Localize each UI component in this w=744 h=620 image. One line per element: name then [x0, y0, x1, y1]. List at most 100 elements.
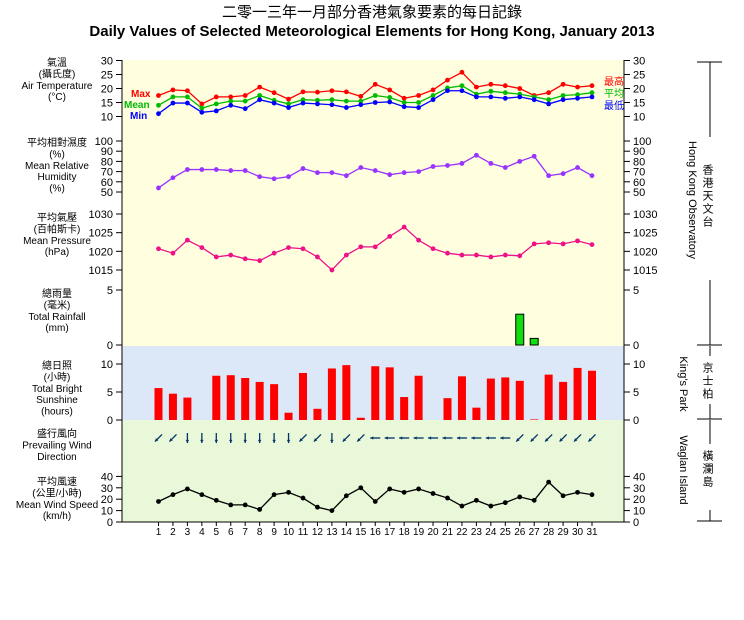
x-tick-label: 1 — [156, 527, 162, 538]
humidity-point — [185, 167, 190, 172]
label-wspd: 平均風速 — [37, 476, 77, 488]
wind-speed-point — [474, 497, 479, 503]
wind-direction-arrow — [200, 433, 204, 443]
x-tick-label: 21 — [442, 527, 454, 538]
x-tick-label: 20 — [427, 527, 439, 538]
rainfall-bar — [529, 337, 539, 346]
temp-max-point — [300, 89, 306, 95]
y-tick-label-left: 30 — [101, 56, 113, 68]
wind-speed-point — [170, 492, 176, 498]
pressure-point — [199, 245, 205, 251]
wind-speed-point — [257, 507, 263, 512]
wind-arrow-head — [330, 439, 334, 443]
humidity-point — [372, 168, 378, 173]
x-tick-label: 25 — [500, 527, 512, 538]
humidity-point — [257, 174, 263, 180]
wind-arrow-head — [530, 438, 535, 442]
y-tick-label-right: 1030 — [633, 209, 657, 221]
x-tick-label: 14 — [341, 527, 353, 538]
pressure-point — [286, 245, 291, 251]
pressure-point — [315, 254, 320, 260]
y-tick-label-right: 5 — [633, 285, 639, 297]
temp-max-point — [329, 88, 335, 94]
y-tick-label-left: 80 — [101, 156, 113, 168]
temp-max-point — [358, 93, 364, 99]
wind-arrow-head — [413, 436, 417, 440]
temp-min-point — [300, 100, 306, 106]
sunshine-bar — [284, 412, 293, 420]
wind-arrow-head — [243, 439, 247, 443]
wind-arrow-head — [214, 439, 218, 443]
y-tick-label-left: 15 — [101, 98, 113, 110]
sunshine-bar — [486, 378, 495, 420]
humidity-point — [517, 159, 523, 164]
temp-mean-point — [560, 93, 566, 98]
wind-direction-arrow — [330, 433, 334, 443]
y-tick-label-right: 1015 — [633, 265, 657, 277]
temp-mean-point — [170, 94, 176, 100]
temp-min-point — [401, 104, 407, 110]
y-tick-label-right: 0 — [633, 340, 639, 352]
legend-mean-zh: 平均 — [604, 88, 624, 100]
y-tick-label-right: 15 — [633, 98, 645, 110]
temp-mean-point — [358, 98, 364, 104]
temp-mean-point — [315, 97, 320, 103]
wi-panel-bg — [122, 420, 624, 522]
temp-max-point — [242, 93, 248, 98]
temp-min-point — [286, 105, 291, 110]
pressure-point — [170, 250, 176, 256]
pressure-point — [445, 250, 450, 256]
temp-min-point — [416, 105, 421, 110]
temp-min-point — [242, 106, 248, 112]
temp-mean-point — [242, 98, 248, 104]
sunshine-bar — [313, 408, 322, 420]
y-tick-label-left: 0 — [107, 340, 113, 352]
label-rain: (mm) — [45, 323, 68, 334]
temp-mean-point — [185, 94, 190, 100]
temp-mean-point — [546, 97, 552, 103]
pressure-point — [271, 250, 277, 256]
y-tick-label-left: 60 — [101, 177, 113, 189]
temp-min-point — [430, 97, 436, 103]
wind-direction-arrow — [299, 434, 307, 442]
label-pres: Mean Pressure — [23, 236, 91, 247]
x-tick-label: 7 — [242, 527, 248, 538]
sunshine-bar — [588, 370, 596, 420]
pressure-point — [546, 240, 552, 246]
station-hko-zh: 香港天文台 — [701, 164, 714, 229]
x-tick-label: 17 — [384, 527, 396, 538]
wind-direction-arrow — [272, 433, 276, 443]
x-tick-label: 18 — [399, 527, 411, 538]
y-tick-label-left: 10 — [101, 112, 113, 124]
wind-speed-point — [488, 503, 494, 509]
wind-speed-point — [401, 489, 407, 495]
y-tick-label-right: 10 — [633, 506, 645, 518]
wind-speed-point — [185, 486, 190, 492]
x-tick-label: 13 — [326, 527, 338, 538]
temp-max-point — [286, 96, 291, 102]
wind-speed-point — [358, 485, 364, 491]
temp-mean-point — [488, 88, 494, 94]
pressure-point — [300, 246, 306, 252]
humidity-point — [213, 167, 219, 172]
wind-direction-arrow — [573, 434, 582, 442]
x-tick-label: 22 — [456, 527, 468, 538]
temp-min-point — [315, 101, 320, 107]
y-tick-label-right: 70 — [633, 167, 645, 179]
wind-speed-point — [372, 499, 378, 504]
temp-min-point — [575, 95, 580, 101]
sunshine-bar — [255, 381, 264, 420]
x-tick-label: 6 — [228, 527, 234, 538]
temp-max-point — [430, 87, 436, 93]
label-rain: (毫米) — [44, 298, 71, 311]
x-tick-label: 11 — [298, 527, 309, 538]
x-tick-label: 15 — [355, 527, 367, 538]
wind-speed-point — [199, 492, 205, 498]
temp-min-point — [560, 97, 566, 103]
right-brackets — [697, 61, 722, 522]
temp-min-point — [228, 102, 234, 108]
wind-direction-arrow — [413, 436, 424, 440]
temp-max-point — [416, 93, 421, 98]
wind-speed-point — [271, 492, 277, 498]
temp-max-point — [517, 86, 523, 91]
